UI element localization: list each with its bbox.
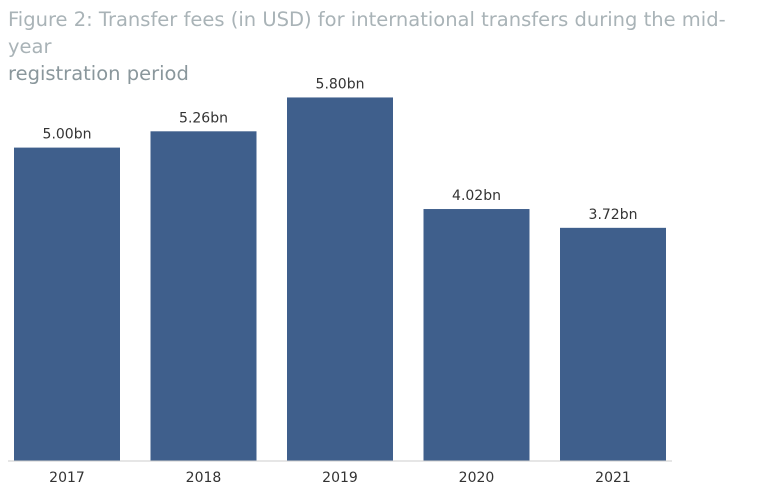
x-tick-labels-group: 2017 2018 2019 2020 2021 — [49, 470, 631, 486]
value-label-2019: 5.80bn — [316, 76, 365, 92]
bar-2020 — [423, 209, 530, 461]
x-tick-label-2017: 2017 — [49, 470, 85, 486]
chart-title-line1: Figure 2: Transfer fees (in USD) for int… — [8, 8, 726, 58]
x-tick-label-2020: 2020 — [459, 470, 495, 486]
value-label-2020: 4.02bn — [452, 188, 501, 204]
value-label-2018: 5.26bn — [179, 110, 228, 126]
x-tick-label-2018: 2018 — [186, 470, 222, 486]
value-labels-group: 5.00bn 5.26bn 5.80bn 4.02bn 3.72bn — [43, 76, 638, 222]
bar-2021 — [560, 227, 666, 461]
value-label-2021: 3.72bn — [589, 207, 638, 223]
bar-2018 — [150, 131, 257, 461]
chart-title-line2: registration period — [8, 62, 189, 85]
x-tick-label-2021: 2021 — [595, 470, 631, 486]
chart-title: Figure 2: Transfer fees (in USD) for int… — [8, 6, 764, 87]
bar-2017 — [14, 147, 120, 461]
x-tick-label-2019: 2019 — [322, 470, 358, 486]
value-label-2017: 5.00bn — [43, 127, 92, 143]
bar-2019 — [287, 97, 393, 462]
bars-group — [14, 97, 666, 462]
